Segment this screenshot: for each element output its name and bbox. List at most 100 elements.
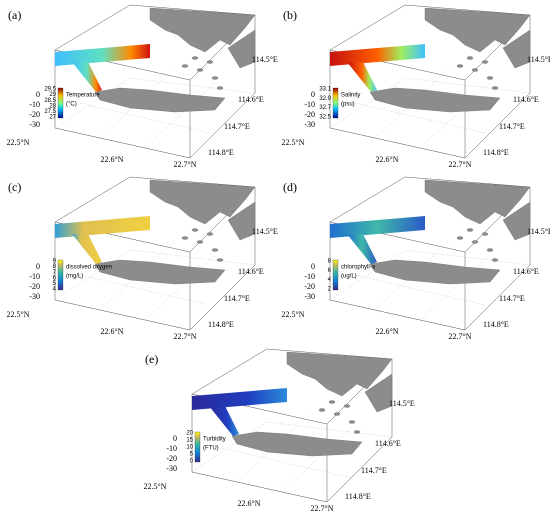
colorbar-title: Salinity	[341, 93, 360, 99]
island	[333, 412, 341, 416]
box-edges	[329, 222, 466, 331]
colorbar-title: Turbidity	[203, 437, 226, 443]
island	[471, 240, 479, 244]
colorbar-tick-label: 5	[53, 281, 57, 287]
island	[211, 248, 219, 252]
box-edges	[54, 222, 191, 331]
lon-tick-label: 114.8°E	[483, 320, 509, 329]
panel-label: (e)	[145, 352, 158, 366]
transect-leg	[209, 406, 239, 436]
colorbar-tick-label: 6	[53, 275, 57, 281]
depth-tick-label: -30	[29, 292, 40, 301]
box-edges	[54, 50, 191, 159]
colorbar-unit: (psu)	[341, 102, 355, 108]
colorbar-tick-label: 5	[190, 452, 194, 458]
transect-surface	[55, 44, 150, 66]
panel: (d) 0-10-20-30 22.5°N 22.6°N 22.7°N 114.5°E 11…	[282, 176, 550, 341]
land	[424, 179, 531, 225]
grid-lines	[144, 82, 216, 149]
lat-tick-label: 22.6°N	[376, 155, 399, 164]
lat-tick-label: 22.5°N	[144, 482, 167, 491]
grid-lines	[79, 274, 211, 306]
colorbar-tick-label: 8	[53, 264, 57, 270]
island	[456, 64, 464, 68]
transect-leg	[72, 234, 102, 264]
panel: (c) 0-10-20-30 22.5°N 22.6°N 22.7°N 114.5°E 11…	[7, 176, 278, 341]
colorbar-title: dissolved oxygen	[66, 265, 112, 271]
island	[348, 420, 356, 424]
depth-tick-label: -30	[304, 292, 315, 301]
land	[149, 179, 256, 225]
lat-tick-label: 22.5°N	[282, 310, 305, 319]
island	[471, 68, 479, 72]
lat-tick-label: 22.5°N	[7, 310, 30, 319]
colorbar-tick-label: 4	[328, 277, 332, 283]
colorbar-unit: (FTU)	[203, 446, 219, 452]
colorbar	[194, 431, 201, 463]
land	[424, 7, 531, 53]
box-edges	[191, 394, 328, 503]
panel: (e)0-10-20-3022.5°N22.6°N22.7°N114.5°E11…	[144, 348, 415, 513]
colorbar-unit: (mg/L)	[66, 274, 83, 280]
depth-tick-label: -20	[29, 282, 40, 291]
lat-tick-label: 22.7°N	[311, 504, 334, 513]
island	[486, 248, 494, 252]
island	[216, 258, 224, 262]
depth-tick-label: 0	[36, 90, 40, 99]
depth-tick-label: -10	[304, 272, 315, 281]
land	[94, 87, 226, 113]
panel-label: (c)	[8, 180, 21, 194]
colorbar-tick-label: 32.5	[319, 115, 331, 121]
depth-tick-label: -20	[304, 282, 315, 291]
land	[231, 431, 363, 457]
island	[466, 228, 474, 232]
land	[369, 87, 501, 113]
lon-tick-label: 114.6°E	[238, 95, 264, 104]
colorbar-tick-label: 32.7	[319, 105, 331, 111]
colorbar-tick-label: 28.5	[44, 98, 56, 104]
grid-lines	[419, 254, 491, 321]
colorbar-tick-label: 4	[53, 287, 57, 293]
grid-lines	[144, 254, 216, 321]
lon-tick-label: 114.7°E	[224, 294, 250, 303]
lon-tick-label: 114.6°E	[375, 439, 401, 448]
lon-tick-label: 114.5°E	[527, 55, 550, 64]
island	[456, 236, 464, 240]
depth-tick-label: -30	[29, 120, 40, 129]
colorbar-tick-label: 15	[186, 438, 193, 444]
lat-tick-label: 22.6°N	[101, 155, 124, 164]
lon-tick-label: 114.8°E	[208, 148, 234, 157]
land	[227, 29, 256, 69]
transect-surface	[55, 216, 150, 238]
depth-tick-label: -10	[166, 444, 177, 453]
lat-tick-label: 22.7°N	[174, 332, 197, 341]
lon-tick-label: 114.5°E	[389, 399, 415, 408]
island	[486, 76, 494, 80]
colorbar	[57, 259, 64, 291]
depth-tick-label: 0	[173, 434, 177, 443]
land	[286, 351, 393, 397]
panel-label: (b)	[283, 8, 297, 22]
panel: (a) 0-10-20-30 22.5°N 22.6°N 22.7°N 114.5°E 11…	[7, 4, 278, 169]
colorbar-title: chlorophyll-a	[341, 265, 376, 271]
depth-tick-label: -20	[166, 454, 177, 463]
grid-lines	[216, 446, 348, 478]
colorbar-tick-label: 32.9	[319, 96, 331, 102]
island	[328, 400, 336, 404]
colorbar-title: Temperature	[66, 93, 100, 99]
island	[343, 404, 351, 408]
colorbar-tick-label: 27.5	[44, 109, 56, 115]
depth-tick-label: -30	[166, 464, 177, 473]
transect-leg	[347, 234, 377, 264]
depth-tick-label: -10	[29, 272, 40, 281]
colorbar-tick-label: 20	[186, 431, 193, 437]
lat-tick-label: 22.6°N	[101, 327, 124, 336]
colorbar-tick-label: 9	[53, 259, 57, 265]
box-bottom	[329, 77, 531, 159]
depth-tick-label: -30	[304, 120, 315, 129]
panel-label: (d)	[283, 180, 297, 194]
lon-tick-label: 114.6°E	[513, 267, 539, 276]
land	[502, 29, 531, 69]
lon-tick-label: 114.6°E	[238, 267, 264, 276]
